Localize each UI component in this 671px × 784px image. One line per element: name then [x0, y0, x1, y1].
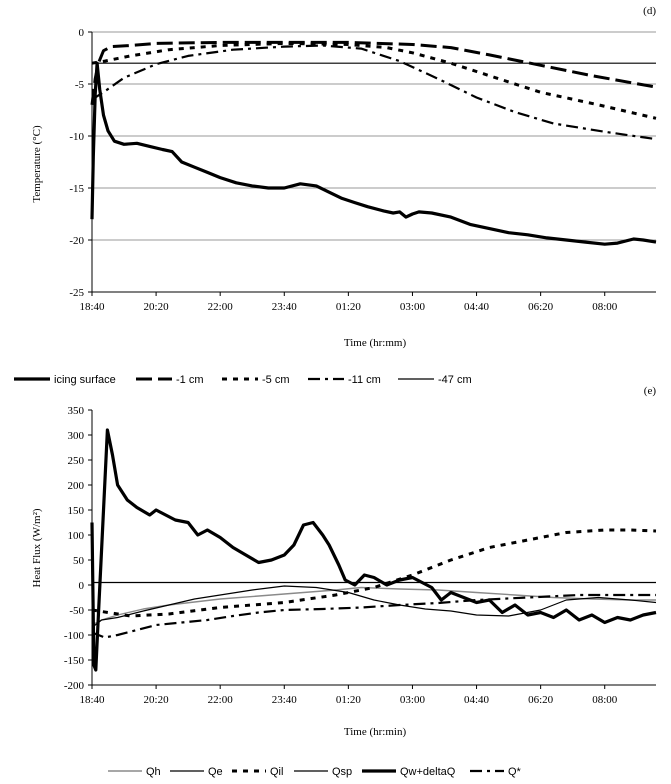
x-tick-label: 01:20 — [336, 694, 362, 706]
panel-label: (e) — [644, 385, 657, 397]
temperature-chart: (d) 0 -5 -10 -15 -20 -25 18:40 20:20 22:00 23:40… — [14, 5, 657, 386]
legend-label: -11 cm — [348, 374, 381, 386]
x-tick-label: 03:00 — [400, 694, 426, 706]
legend-label: Qh — [146, 766, 161, 778]
series-line-Qe — [91, 585, 657, 628]
y-tick-label: 150 — [68, 505, 85, 517]
x-tick-label: 08:00 — [592, 301, 618, 313]
legend-label: -1 cm — [176, 374, 204, 386]
y-axis-label: Heat Flux (W/m²) — [31, 508, 43, 587]
x-tick-label: 22:00 — [208, 301, 234, 313]
y-tick-label: 0 — [79, 580, 85, 592]
y-tick-label: -5 — [75, 79, 85, 91]
legend: Qh Qe Qil Qsp Qw+deltaQ Q* — [108, 766, 522, 778]
y-tick-label: -100 — [64, 630, 85, 642]
y-tick-label: 0 — [79, 27, 85, 39]
x-tick-label: 06:20 — [528, 694, 554, 706]
y-tick-label: -10 — [69, 131, 84, 143]
x-tick-label: 22:00 — [208, 694, 234, 706]
y-tick-label: 300 — [68, 430, 85, 442]
x-tick-label: 03:00 — [400, 301, 426, 313]
x-axis-label: Time (hr:min) — [344, 726, 407, 738]
y-tick-label: -20 — [69, 235, 84, 247]
y-tick-label: 100 — [68, 530, 85, 542]
x-tick-label: 08:00 — [592, 694, 618, 706]
y-tick-label: 350 — [68, 405, 85, 417]
legend-label: -5 cm — [262, 374, 290, 386]
y-tick-label: 200 — [68, 480, 85, 492]
y-tick-label: 250 — [68, 455, 85, 467]
x-tick-label: 06:20 — [528, 301, 554, 313]
legend-label: Q* — [508, 766, 522, 778]
legend-label: icing surface — [54, 374, 116, 386]
y-tick-labels: 350 300 250 200 150 100 50 0 -50 -100 -150 -200 — [64, 405, 92, 692]
series-lines — [90, 40, 657, 246]
x-tick-label: 20:20 — [144, 694, 170, 706]
y-tick-label: -150 — [64, 655, 85, 667]
y-tick-labels: 0 -5 -10 -15 -20 -25 — [69, 27, 92, 299]
y-tick-label: -15 — [69, 183, 84, 195]
y-tick-label: -200 — [64, 680, 85, 692]
y-tick-label: 50 — [73, 555, 85, 567]
series-line-icing-surface — [90, 61, 657, 246]
series-line-Qil — [91, 528, 657, 618]
legend-label: Qw+deltaQ — [400, 766, 456, 778]
x-tick-label: 04:40 — [464, 301, 490, 313]
x-tick-labels: 18:40 20:20 22:00 23:40 01:20 03:00 04:40 06:20… — [79, 685, 618, 706]
series-lines — [90, 428, 657, 672]
x-tick-label: 01:20 — [336, 301, 362, 313]
legend-label: -47 cm — [438, 374, 472, 386]
legend-label: Qe — [208, 766, 223, 778]
axes — [91, 32, 656, 293]
x-tick-label: 23:40 — [272, 301, 298, 313]
x-tick-label: 20:20 — [144, 301, 170, 313]
y-tick-label: -50 — [69, 605, 84, 617]
series-line--5-cm — [91, 41, 657, 120]
x-tick-label: 23:40 — [272, 694, 298, 706]
series-line-Q- — [91, 593, 656, 639]
x-tick-labels: 18:40 20:20 22:00 23:40 01:20 03:00 04:40 06:20… — [79, 292, 618, 313]
legend-label: Qil — [270, 766, 283, 778]
y-axis-label: Temperature (°C) — [31, 125, 43, 203]
gridlines — [92, 31, 656, 293]
series-line--11-cm — [91, 44, 657, 141]
legend-label: Qsp — [332, 766, 352, 778]
x-tick-label: 18:40 — [79, 694, 105, 706]
x-tick-label: 18:40 — [79, 301, 105, 313]
series-line-Qh — [91, 586, 656, 626]
series-line--1-cm — [90, 40, 657, 105]
panel-label: (d) — [643, 5, 656, 17]
y-tick-label: -25 — [69, 287, 84, 299]
series-line-Qw-deltaQ — [90, 428, 657, 672]
axes — [91, 410, 656, 686]
x-axis-label: Time (hr:mm) — [344, 337, 407, 349]
heat-flux-chart: (e) 350 300 250 200 150 100 50 0 -50 -100 -150 -200… — [31, 385, 656, 778]
x-tick-label: 04:40 — [464, 694, 490, 706]
legend: icing surface -1 cm -5 cm -11 cm -47 cm — [14, 374, 472, 386]
